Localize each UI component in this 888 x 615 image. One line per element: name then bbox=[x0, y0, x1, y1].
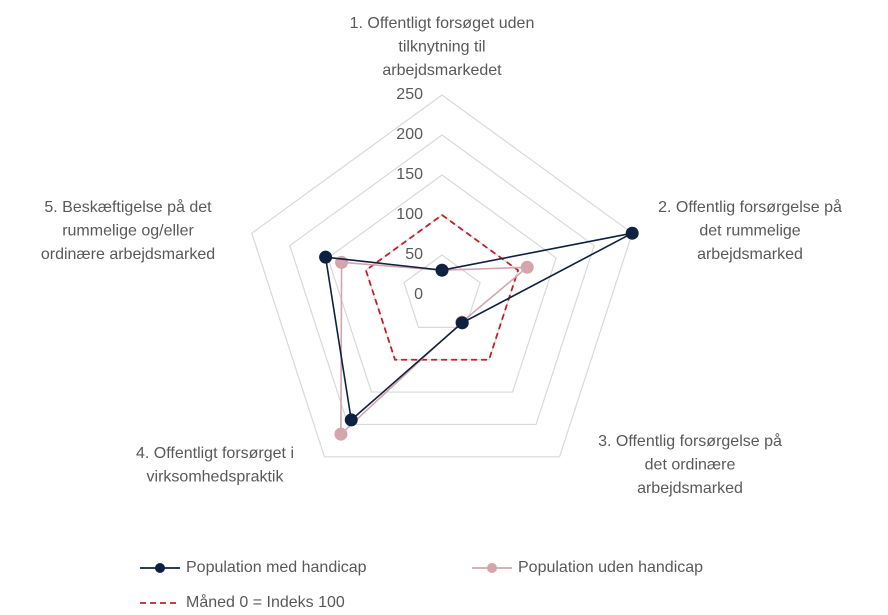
r-tick-label: 200 bbox=[396, 126, 423, 143]
r-tick-label: 0 bbox=[414, 286, 423, 303]
legend-label: Måned 0 = Indeks 100 bbox=[186, 593, 345, 611]
legend-label: Population med handicap bbox=[186, 559, 367, 576]
axis-label: 4. Offentligt forsørget i virksomhedsprak… bbox=[136, 445, 294, 486]
grid-ring bbox=[289, 134, 595, 426]
legend-marker bbox=[487, 563, 497, 573]
axis-label-line: 2. Offentlig forsørgelse på bbox=[658, 198, 842, 216]
axis-label-line: arbejdsmarkedet bbox=[382, 62, 502, 79]
axis-label: 2. Offentlig forsørgelse på det rummelige… bbox=[658, 198, 842, 263]
r-tick-label: 150 bbox=[396, 166, 423, 183]
axis-label: 3. Offentlig forsørgelse på det ordinære a… bbox=[598, 432, 782, 497]
point bbox=[435, 263, 449, 277]
axis-label-line: det rummelige bbox=[699, 223, 800, 240]
point bbox=[344, 413, 358, 427]
grid-ring bbox=[327, 174, 557, 393]
r-tick-label: 50 bbox=[405, 246, 423, 263]
point bbox=[625, 226, 639, 240]
point bbox=[334, 427, 348, 441]
axis-label-line: 5. Beskæftigelse på det bbox=[44, 198, 212, 216]
r-tick-label: 100 bbox=[396, 206, 423, 223]
legend-marker bbox=[155, 563, 165, 573]
point bbox=[319, 250, 333, 264]
series-line bbox=[324, 232, 633, 422]
axis-label: 5. Beskæftigelse på det rummelige og/elle… bbox=[41, 198, 215, 263]
series-line bbox=[340, 261, 530, 436]
axis-label-line: 4. Offentligt forsørget i bbox=[136, 445, 294, 462]
axis-label-line: ordinære arbejdsmarked bbox=[41, 246, 215, 263]
axis-label-line: 3. Offentlig forsørgelse på bbox=[598, 432, 782, 450]
axis-label-line: virksomhedspraktik bbox=[147, 469, 285, 486]
legend-label: Population uden handicap bbox=[518, 559, 703, 576]
axis-label-line: arbejdsmarked bbox=[637, 480, 743, 497]
grid-ring bbox=[403, 254, 481, 328]
grid-ring bbox=[251, 94, 633, 458]
axis-label-line: det ordinære bbox=[645, 457, 736, 474]
axis-label-line: arbejdsmarked bbox=[697, 246, 803, 263]
point bbox=[520, 260, 534, 274]
axis-label-line: tilknytning til bbox=[398, 39, 485, 56]
axis-label: 1. Offentligt forsøget uden tilknytning t… bbox=[350, 15, 535, 79]
axis-label-line: 1. Offentligt forsøget uden bbox=[350, 15, 535, 32]
series-line bbox=[364, 213, 520, 361]
point bbox=[455, 316, 469, 330]
r-tick-label: 250 bbox=[396, 86, 423, 103]
axis-label-line: rummelige og/eller bbox=[62, 223, 194, 240]
